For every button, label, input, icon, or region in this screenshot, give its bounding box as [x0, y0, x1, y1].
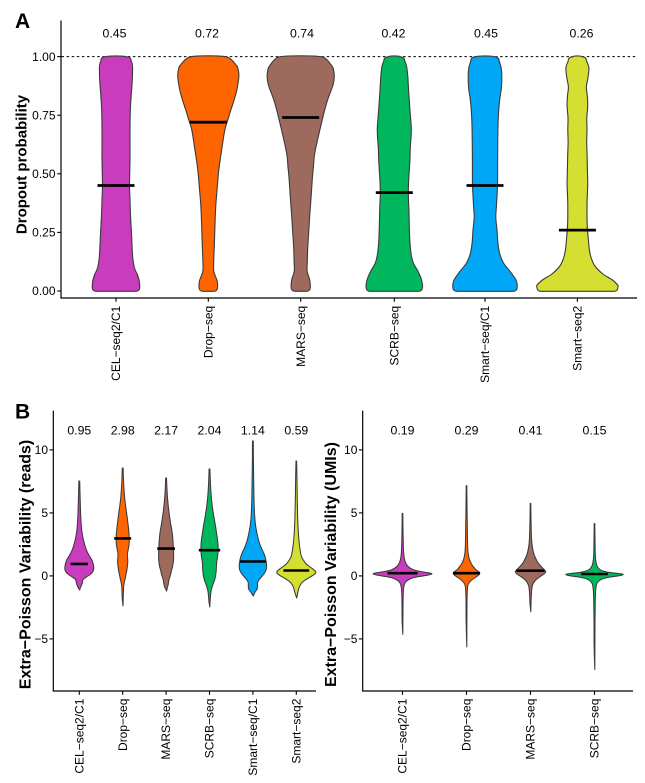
svg-text:SCRB−seq: SCRB−seq — [203, 699, 217, 759]
svg-text:Extra−Poisson Variability (rea: Extra−Poisson Variability (reads) — [18, 440, 35, 689]
svg-text:−5: −5 — [344, 632, 358, 646]
svg-text:5: 5 — [41, 506, 48, 520]
svg-text:B: B — [15, 400, 30, 423]
svg-text:2.17: 2.17 — [154, 424, 178, 438]
svg-text:0.00: 0.00 — [32, 284, 56, 298]
svg-text:CEL−seq2/C1: CEL−seq2/C1 — [72, 698, 86, 773]
svg-text:Smart−seq/C1: Smart−seq/C1 — [478, 305, 492, 382]
svg-text:−5: −5 — [34, 632, 48, 646]
svg-text:0.29: 0.29 — [455, 424, 479, 438]
svg-text:Extra−Poisson Variability (UMI: Extra−Poisson Variability (UMIs) — [323, 442, 340, 687]
svg-text:0.75: 0.75 — [32, 108, 56, 122]
svg-text:0.59: 0.59 — [284, 424, 308, 438]
svg-text:Dropout probability: Dropout probability — [14, 94, 31, 234]
svg-text:0.42: 0.42 — [382, 27, 406, 41]
svg-text:Drop−seq: Drop−seq — [201, 306, 215, 358]
svg-text:0: 0 — [351, 569, 358, 583]
svg-text:0.25: 0.25 — [32, 226, 56, 240]
svg-text:0.72: 0.72 — [195, 27, 219, 41]
svg-text:SCRB−seq: SCRB−seq — [588, 699, 602, 759]
svg-text:MARS−seq: MARS−seq — [159, 699, 173, 760]
svg-text:2.98: 2.98 — [111, 424, 135, 438]
svg-text:Smart−seq2: Smart−seq2 — [289, 698, 303, 763]
svg-text:Smart−seq/C1: Smart−seq/C1 — [246, 698, 260, 775]
svg-text:0.15: 0.15 — [583, 424, 607, 438]
svg-text:10: 10 — [35, 443, 49, 457]
svg-text:0.95: 0.95 — [67, 424, 91, 438]
svg-text:Drop−seq: Drop−seq — [460, 699, 474, 751]
svg-text:CEL−seq2/C1: CEL−seq2/C1 — [109, 305, 123, 380]
svg-text:10: 10 — [344, 443, 358, 457]
svg-text:A: A — [15, 10, 30, 33]
svg-text:Smart−seq2: Smart−seq2 — [570, 305, 584, 370]
svg-text:5: 5 — [351, 506, 358, 520]
svg-text:2.04: 2.04 — [198, 424, 222, 438]
svg-text:0.45: 0.45 — [103, 27, 127, 41]
svg-text:0.19: 0.19 — [391, 424, 415, 438]
svg-text:CEL−seq2/C1: CEL−seq2/C1 — [396, 698, 410, 773]
svg-text:1.00: 1.00 — [32, 50, 56, 64]
svg-text:0.50: 0.50 — [32, 167, 56, 181]
svg-text:0.26: 0.26 — [570, 27, 594, 41]
svg-text:MARS−seq: MARS−seq — [294, 306, 308, 367]
svg-text:0.74: 0.74 — [290, 27, 314, 41]
svg-text:0.45: 0.45 — [474, 27, 498, 41]
svg-text:MARS−seq: MARS−seq — [524, 699, 538, 760]
svg-text:0.41: 0.41 — [519, 424, 543, 438]
svg-text:0: 0 — [41, 569, 48, 583]
svg-text:1.14: 1.14 — [241, 424, 265, 438]
svg-text:SCRB−seq: SCRB−seq — [387, 306, 401, 366]
svg-text:Drop−seq: Drop−seq — [116, 699, 130, 751]
